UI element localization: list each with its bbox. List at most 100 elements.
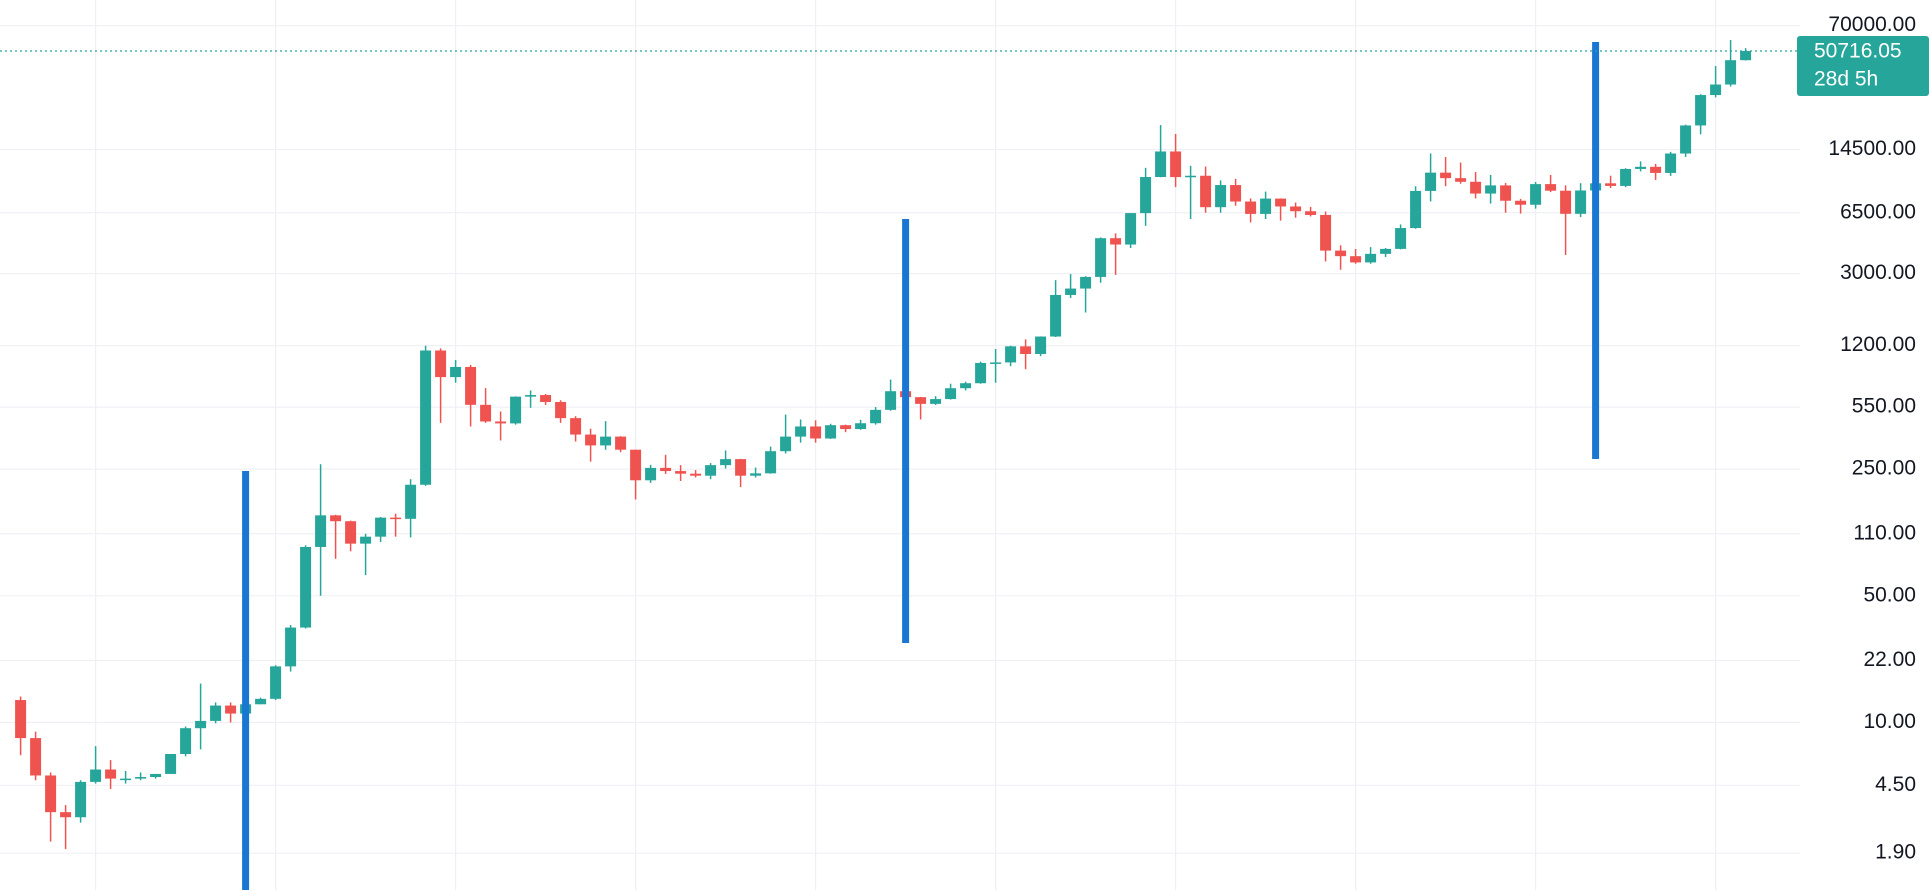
- candle-body: [1725, 60, 1737, 85]
- candle-body: [1335, 250, 1347, 257]
- candle-body: [1185, 175, 1197, 178]
- y-tick-label: 4.50: [1875, 773, 1916, 796]
- candle-body: [1680, 125, 1692, 154]
- candle-body: [930, 399, 942, 404]
- y-tick-label: 3000.00: [1840, 261, 1916, 284]
- candle-body: [1305, 211, 1317, 215]
- candle-body: [1695, 95, 1707, 126]
- y-tick-label: 250.00: [1852, 457, 1916, 480]
- candle-body: [885, 391, 897, 410]
- candle-body: [765, 451, 777, 474]
- candle-body: [375, 517, 387, 537]
- candle-body: [1530, 184, 1542, 205]
- candle-body: [555, 401, 567, 419]
- y-tick-label: 14500.00: [1828, 137, 1916, 160]
- candle-body: [705, 465, 717, 476]
- candle-body: [975, 362, 987, 384]
- candle-body: [1380, 248, 1392, 254]
- candle-body: [345, 521, 357, 544]
- candle-body: [525, 395, 537, 397]
- candle-body: [330, 515, 342, 522]
- candle-body: [270, 666, 282, 699]
- candle-body: [1275, 198, 1287, 207]
- candle-body: [390, 517, 402, 520]
- y-tick-label: 22.00: [1863, 648, 1916, 671]
- candle-body: [645, 467, 657, 481]
- candle-body: [1605, 183, 1617, 186]
- candle-body: [450, 366, 462, 378]
- candle-body: [195, 720, 207, 729]
- candle-body: [870, 409, 882, 424]
- candle-body: [1485, 185, 1497, 194]
- candle-body: [360, 536, 372, 544]
- candle-body: [1440, 172, 1452, 179]
- candle-body: [225, 705, 237, 714]
- candle-body: [300, 546, 312, 628]
- candle-body: [210, 705, 222, 721]
- candle-body: [1740, 51, 1752, 61]
- candle-body: [1095, 238, 1107, 277]
- candle-body: [1710, 84, 1722, 96]
- candle-body: [150, 773, 162, 778]
- candle-body: [45, 775, 57, 813]
- candle-body: [1350, 256, 1362, 263]
- candle-body: [825, 425, 837, 439]
- candle-body: [105, 769, 117, 779]
- candle-body: [1260, 198, 1272, 214]
- y-tick-label: 550.00: [1852, 395, 1916, 418]
- candle-body: [1560, 190, 1572, 214]
- candle-body: [1125, 213, 1137, 245]
- candle-body: [1500, 185, 1512, 201]
- candle-body: [570, 418, 582, 435]
- candle-body: [1215, 185, 1227, 208]
- candle-body: [1020, 346, 1032, 354]
- y-tick-label: 1.90: [1875, 841, 1916, 864]
- candle-body: [1395, 228, 1407, 249]
- candle-body: [855, 423, 867, 430]
- candle-body: [1200, 175, 1212, 208]
- candle-body: [285, 627, 297, 667]
- candle-body: [435, 350, 447, 378]
- y-tick-label: 10.00: [1863, 710, 1916, 733]
- candle-body: [585, 434, 597, 446]
- candle-body: [600, 436, 612, 446]
- candle-body: [495, 421, 507, 424]
- candle-body: [1410, 190, 1422, 229]
- candle-body: [780, 436, 792, 452]
- candle-body: [1515, 200, 1527, 205]
- candle-body: [1455, 178, 1467, 182]
- candle-body: [90, 769, 102, 782]
- y-tick-label: 110.00: [1853, 521, 1916, 544]
- y-tick-label: 1200.00: [1840, 333, 1916, 356]
- candle-body: [810, 426, 822, 439]
- candle-body: [675, 471, 687, 474]
- last-price-label: 50716.05: [1814, 40, 1902, 63]
- candle-body: [720, 459, 732, 466]
- candle-body: [1545, 184, 1557, 191]
- candle-body: [1320, 214, 1332, 251]
- candle-body: [165, 753, 177, 774]
- y-tick-label: 6500.00: [1840, 200, 1916, 223]
- candle-body: [30, 738, 42, 776]
- candle-body: [1575, 190, 1587, 214]
- candle-body: [840, 425, 852, 430]
- candle-body: [120, 778, 132, 781]
- candle-body: [135, 777, 147, 779]
- candle-body: [60, 812, 72, 818]
- candle-body: [945, 388, 957, 400]
- candle-body: [1065, 288, 1077, 295]
- candle-body: [1050, 294, 1062, 337]
- candle-body: [1365, 253, 1377, 263]
- last-price-box: [1797, 36, 1929, 97]
- candle-body: [1140, 177, 1152, 214]
- candle-body: [1245, 201, 1257, 214]
- candle-body: [750, 473, 762, 476]
- candle-body: [465, 366, 477, 405]
- candle-body: [1425, 172, 1437, 191]
- candle-body: [990, 362, 1002, 364]
- candle-body: [735, 459, 747, 476]
- candle-body: [255, 698, 267, 705]
- candle-body: [660, 467, 672, 472]
- candle-body: [1080, 276, 1092, 289]
